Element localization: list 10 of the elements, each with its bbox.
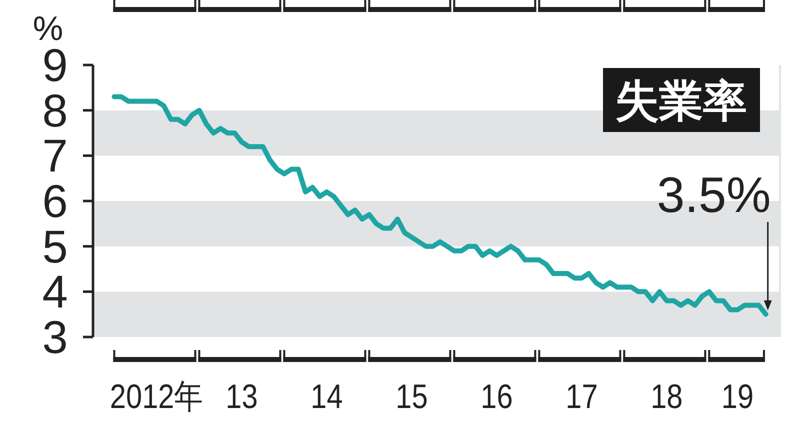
- x-tick-label: 19: [721, 376, 754, 416]
- x-tick-label: 18: [650, 376, 683, 416]
- x-tick-label: 14: [310, 376, 343, 416]
- x-tick-label: 2012年: [110, 376, 204, 416]
- annotation: 3.5%: [656, 167, 771, 223]
- chart-title: 失業率: [615, 77, 747, 126]
- x-tick-label: 15: [396, 376, 428, 416]
- x-tick-label: 17: [566, 376, 598, 416]
- x-tick-label: 16: [480, 376, 513, 416]
- x-tick-label: 13: [226, 376, 258, 416]
